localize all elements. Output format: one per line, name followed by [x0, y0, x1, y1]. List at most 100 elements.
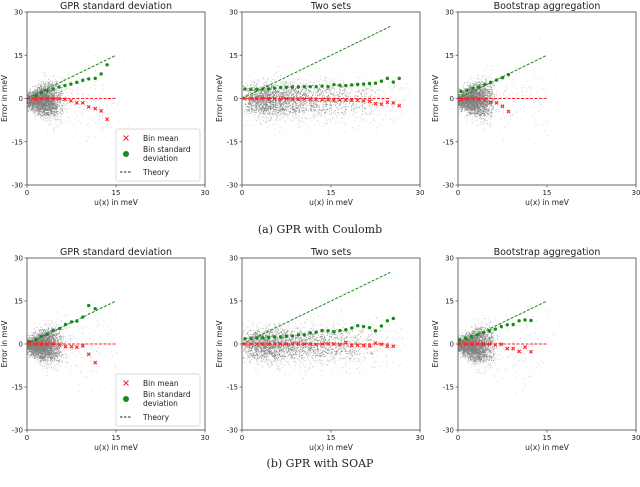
scatter-point — [324, 102, 325, 103]
scatter-point — [48, 78, 49, 79]
scatter-point — [318, 76, 319, 77]
scatter-point — [275, 119, 276, 120]
scatter-point — [36, 90, 37, 91]
scatter-point — [31, 104, 32, 105]
scatter-point — [54, 94, 55, 95]
scatter-point — [337, 112, 338, 113]
scatter-point — [261, 113, 262, 114]
scatter-point — [339, 93, 340, 94]
scatter-point — [54, 105, 55, 106]
scatter-point — [308, 90, 309, 91]
scatter-point — [38, 104, 39, 105]
scatter-point — [39, 102, 40, 103]
scatter-point — [275, 107, 276, 108]
scatter-point — [276, 116, 277, 117]
scatter-point — [62, 123, 63, 124]
scatter-point — [322, 138, 323, 139]
scatter-point — [76, 116, 77, 117]
scatter-point — [53, 127, 54, 128]
scatter-point — [92, 107, 93, 108]
scatter-point — [95, 122, 96, 123]
scatter-point — [382, 99, 383, 100]
scatter-point — [317, 92, 318, 93]
scatter-point — [58, 116, 59, 117]
scatter-point — [342, 117, 343, 118]
scatter-point — [36, 104, 37, 105]
scatter-point — [297, 138, 298, 139]
scatter-point — [377, 127, 378, 128]
scatter-point — [105, 137, 106, 138]
scatter-point — [312, 114, 313, 115]
scatter-point — [306, 81, 307, 82]
scatter-point — [321, 102, 322, 103]
scatter-point — [54, 90, 55, 91]
scatter-point — [40, 107, 41, 108]
scatter-point — [365, 87, 366, 88]
scatter-point — [31, 97, 32, 98]
scatter-point — [298, 77, 299, 78]
scatter-point — [28, 106, 29, 107]
scatter-point — [38, 80, 39, 81]
scatter-point — [345, 113, 346, 114]
scatter-point — [274, 113, 275, 114]
scatter-point — [312, 85, 313, 86]
scatter-point — [299, 110, 300, 111]
scatter-point — [324, 95, 325, 96]
scatter-point — [301, 103, 302, 104]
scatter-point — [401, 87, 402, 88]
scatter-point — [330, 108, 331, 109]
scatter-point — [270, 109, 271, 110]
scatter-point — [300, 93, 301, 94]
scatter-point — [313, 114, 314, 115]
scatter-point — [60, 122, 61, 123]
scatter-point — [267, 78, 268, 79]
scatter-point — [269, 107, 270, 108]
scatter-point — [319, 88, 320, 89]
scatter-point — [68, 93, 69, 94]
scatter-point — [63, 93, 64, 94]
scatter-point — [248, 94, 249, 95]
scatter-point — [51, 104, 52, 105]
scatter-point — [41, 85, 42, 86]
scatter-point — [47, 94, 48, 95]
scatter-point — [274, 128, 275, 129]
scatter-point — [278, 112, 279, 113]
scatter-point — [284, 102, 285, 103]
scatter-point — [250, 103, 251, 104]
scatter-point — [273, 106, 274, 107]
scatter-point — [291, 107, 292, 108]
scatter-point — [373, 96, 374, 97]
scatter-point — [320, 90, 321, 91]
scatter-point — [270, 112, 271, 113]
scatter-point — [288, 85, 289, 86]
scatter-point — [310, 82, 311, 83]
scatter-point — [317, 95, 318, 96]
scatter-point — [35, 91, 36, 92]
scatter-point — [399, 100, 400, 101]
scatter-point — [30, 94, 31, 95]
scatter-point — [39, 108, 40, 109]
scatter-point — [28, 109, 29, 110]
scatter-point — [42, 84, 43, 85]
scatter-point — [285, 81, 286, 82]
scatter-point — [265, 102, 266, 103]
scatter-point — [61, 111, 62, 112]
scatter-point — [307, 105, 308, 106]
scatter-point — [271, 105, 272, 106]
scatter-point — [330, 96, 331, 97]
scatter-point — [247, 120, 248, 121]
scatter-point — [34, 112, 35, 113]
scatter-point — [102, 85, 103, 86]
scatter-point — [341, 107, 342, 108]
scatter-point — [61, 107, 62, 108]
scatter-point — [73, 101, 74, 102]
scatter-point — [32, 94, 33, 95]
scatter-point — [67, 91, 68, 92]
scatter-point — [51, 101, 52, 102]
scatter-point — [327, 82, 328, 83]
scatter-point — [51, 112, 52, 113]
scatter-point — [40, 112, 41, 113]
scatter-point — [337, 102, 338, 103]
scatter-point — [117, 104, 118, 105]
scatter-point — [329, 91, 330, 92]
